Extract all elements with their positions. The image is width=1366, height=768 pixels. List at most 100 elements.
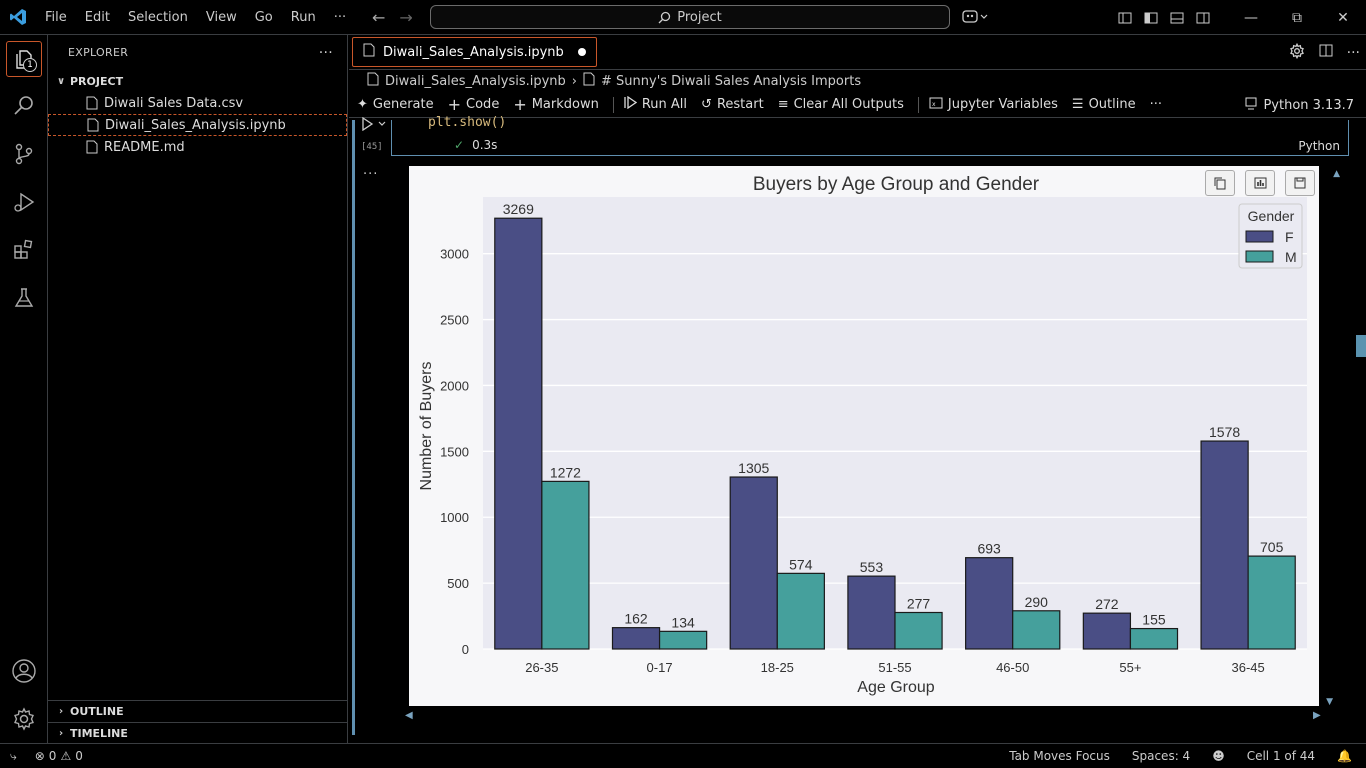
tab-bar: Diwali_Sales_Analysis.ipynb ··· (349, 35, 1366, 70)
copilot-icon[interactable] (962, 9, 988, 29)
scroll-left-arrow-icon[interactable]: ◀ (405, 710, 413, 721)
problems-indicator[interactable]: ⊗ 0 ⚠ 0 (35, 749, 83, 763)
close-button[interactable]: ✕ (1337, 9, 1349, 26)
menu-more[interactable]: ··· (333, 9, 347, 25)
explorer-icon[interactable]: 1 (6, 41, 42, 77)
split-editor-icon[interactable] (1319, 44, 1333, 61)
x-tick-label: 18-25 (761, 660, 794, 675)
unsaved-dot-icon[interactable] (577, 48, 586, 56)
menu-edit[interactable]: Edit (84, 9, 110, 25)
gear-icon[interactable] (1289, 42, 1305, 63)
output-actions[interactable]: ··· (363, 167, 379, 182)
menu-go[interactable]: Go (254, 9, 273, 25)
code-cell[interactable]: plt.show() ✓ 0.3s Python (391, 115, 1349, 156)
file-icon (363, 43, 375, 61)
y-tick-label: 2000 (440, 378, 469, 393)
run-cell-button[interactable] (361, 116, 389, 134)
file-item-readme[interactable]: README.md (48, 136, 347, 158)
tab-moves-focus[interactable]: Tab Moves Focus (1009, 749, 1110, 763)
outline-button[interactable]: ☰ Outline (1072, 97, 1136, 112)
toggle-sidebar-icon[interactable] (1138, 12, 1164, 24)
extensions-icon[interactable] (0, 226, 48, 274)
cell-indicator[interactable]: Cell 1 of 44 (1246, 749, 1316, 763)
menu-view[interactable]: View (205, 9, 237, 25)
project-folder-header[interactable]: ∨ PROJECT (48, 70, 347, 92)
breadcrumb-file[interactable]: Diwali_Sales_Analysis.ipynb (385, 73, 566, 89)
customize-layout-icon[interactable] (1112, 12, 1138, 24)
testing-flask-icon[interactable] (0, 274, 48, 322)
editor-area: Diwali_Sales_Analysis.ipynb ··· Diwali_S… (349, 35, 1366, 743)
data-label: 693 (977, 541, 1001, 557)
toggle-panel-icon[interactable] (1164, 12, 1190, 24)
command-center-search[interactable]: Project (430, 5, 950, 29)
kernel-label: Python 3.13.7 (1263, 98, 1354, 113)
run-debug-icon[interactable] (0, 178, 48, 226)
editor-more-icon[interactable]: ··· (1346, 44, 1360, 61)
chart-view-icon[interactable] (1245, 170, 1275, 196)
run-all-button[interactable]: Run All (624, 95, 687, 113)
data-label: 134 (671, 614, 695, 630)
explorer-title: EXPLORER (68, 46, 129, 59)
notifications-bell-icon[interactable]: 🔔 (1337, 749, 1352, 763)
jupyter-variables-button[interactable]: x Jupyter Variables (929, 97, 1058, 113)
save-output-icon[interactable] (1285, 170, 1315, 196)
clear-outputs-button[interactable]: ≡ Clear All Outputs (778, 97, 904, 112)
variables-label: Jupyter Variables (947, 97, 1058, 112)
copilot-status-icon[interactable]: ☻ (1212, 749, 1225, 763)
search-label: Project (677, 9, 722, 25)
restart-button[interactable]: ↺ Restart (701, 97, 764, 112)
notebook-cells: [45] plt.show() ✓ 0.3s Python ··· 0 500 10… (349, 115, 1366, 743)
toggle-secondary-sidebar-icon[interactable] (1190, 12, 1216, 24)
generate-button[interactable]: ✦ Generate (357, 97, 434, 112)
settings-gear-icon[interactable] (0, 695, 48, 743)
timeline-label: TIMELINE (70, 727, 128, 740)
bar-f (847, 575, 896, 650)
outline-section-header[interactable]: › OUTLINE (48, 700, 347, 722)
variables-icon: x (929, 97, 943, 113)
plot-area (483, 197, 1307, 649)
restart-label: Restart (716, 97, 764, 112)
accounts-icon[interactable] (0, 647, 48, 695)
scroll-right-arrow-icon[interactable]: ▶ (1313, 710, 1321, 721)
code-line[interactable]: plt.show() (428, 115, 507, 130)
tab-notebook[interactable]: Diwali_Sales_Analysis.ipynb (352, 37, 597, 67)
cell-language[interactable]: Python (1298, 139, 1340, 153)
sparkle-icon: ✦ (357, 97, 368, 112)
chart-title: Buyers by Age Group and Gender (753, 174, 1040, 195)
vertical-scrollbar-thumb[interactable] (1356, 335, 1366, 357)
timeline-section-header[interactable]: › TIMELINE (48, 722, 347, 744)
search-view-icon[interactable] (0, 82, 48, 130)
file-item-csv[interactable]: Diwali Sales Data.csv (48, 92, 347, 114)
bar-f (494, 217, 543, 650)
add-markdown-button[interactable]: + Markdown (513, 95, 599, 114)
menu-selection[interactable]: Selection (127, 9, 188, 25)
remote-icon[interactable]: ⤷ (10, 748, 17, 763)
minimize-button[interactable]: — (1244, 9, 1258, 26)
bar-chart: 0 500 1000 1500 2000 2500 3000 3269 1272 26-35 162… (418, 174, 1307, 696)
cell-output: 0 500 1000 1500 2000 2500 3000 3269 1272 26-35 162… (409, 166, 1319, 706)
error-count: 0 (48, 749, 57, 763)
back-arrow-icon[interactable]: ← (372, 8, 386, 27)
legend-swatch (1245, 230, 1274, 243)
menu-run[interactable]: Run (290, 9, 316, 25)
forward-arrow-icon[interactable]: → (399, 8, 413, 27)
add-code-button[interactable]: + Code (448, 95, 500, 114)
toolbar-more-button[interactable]: ··· (1150, 97, 1162, 112)
restore-button[interactable]: ⧉ (1292, 9, 1302, 26)
kernel-picker[interactable]: Python 3.13.7 (1245, 97, 1354, 114)
chevron-down-icon: ∨ (56, 75, 66, 87)
copy-output-icon[interactable] (1205, 170, 1235, 196)
indentation[interactable]: Spaces: 4 (1131, 749, 1191, 763)
bar-m (894, 611, 943, 650)
execution-count: [45] (361, 142, 383, 152)
scroll-up-arrow-icon[interactable]: ▲ (1333, 169, 1340, 179)
bar-f (611, 627, 661, 650)
source-control-icon[interactable] (0, 130, 48, 178)
data-label: 277 (907, 595, 931, 611)
explorer-more-button[interactable]: ··· (318, 44, 333, 61)
file-item-notebook[interactable]: Diwali_Sales_Analysis.ipynb (48, 114, 347, 136)
bar-f (965, 557, 1014, 650)
breadcrumb-section[interactable]: # Sunny's Diwali Sales Analysis Imports (601, 73, 862, 89)
scroll-down-arrow-icon[interactable]: ▼ (1326, 697, 1333, 707)
menu-file[interactable]: File (45, 9, 67, 25)
